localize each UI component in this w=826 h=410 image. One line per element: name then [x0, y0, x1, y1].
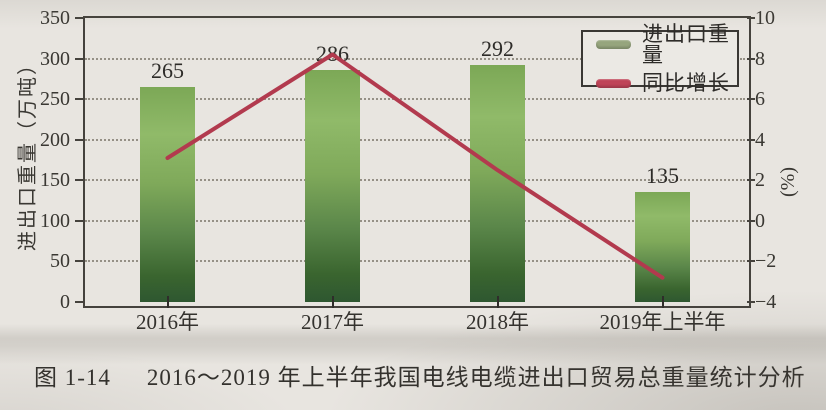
left-axis-tick [75, 260, 83, 263]
right-axis-tick-label: 2 [755, 169, 765, 192]
x-axis-tick [331, 296, 334, 308]
left-axis-tick-label: 150 [40, 169, 70, 192]
legend-bar-swatch-icon [596, 40, 631, 49]
bar [635, 192, 690, 302]
right-axis-tick-label: 0 [755, 209, 765, 232]
left-axis-tick-label: 350 [40, 7, 70, 29]
left-axis-tick [75, 57, 83, 60]
legend-bar-label: 进出口重量 [642, 21, 730, 67]
legend-entry-line: 同比增长 [596, 70, 737, 95]
left-axis-tick-label: 0 [60, 291, 70, 313]
left-axis-tick [75, 98, 83, 101]
figure-caption: 图 1-14 2016～2019 年上半年我国电线电缆进出口贸易总重量统计分析 [34, 358, 806, 392]
right-axis-tick [747, 98, 755, 101]
right-axis-tick [747, 179, 755, 182]
legend-line-label: 同比增长 [642, 70, 730, 95]
left-axis-tick-label: 300 [40, 47, 70, 70]
right-axis-tick [747, 138, 755, 141]
figure-caption-number: 图 1-14 [34, 365, 111, 390]
right-axis-tick [747, 17, 755, 19]
x-axis-tick [496, 296, 499, 308]
x-axis-label: 2019年上半年 [599, 310, 726, 334]
figure-caption-text: 2016～2019 年上半年我国电线电缆进出口贸易总重量统计分析 [146, 365, 806, 390]
x-axis-tick [166, 296, 169, 308]
x-axis-label: 2017年 [301, 310, 364, 334]
left-axis-tick [75, 17, 83, 19]
right-axis-tick-label: 8 [755, 47, 765, 70]
x-axis-label: 2016年 [136, 310, 199, 334]
bar [470, 65, 525, 302]
bar-value-label: 286 [316, 40, 349, 66]
right-axis-title: (%) [777, 167, 799, 197]
bar-value-label: 292 [481, 36, 514, 62]
left-axis-tick [75, 138, 83, 141]
bar [140, 86, 195, 302]
left-axis-tick-label: 250 [40, 88, 70, 111]
right-axis-tick [747, 301, 755, 303]
right-axis-tick-label: −2 [755, 250, 777, 273]
right-axis-tick-label: 10 [755, 7, 775, 29]
x-axis-tick [661, 296, 664, 308]
right-axis-tick-label: 6 [755, 88, 765, 111]
bar [305, 69, 360, 302]
bar-value-label: 265 [151, 57, 184, 83]
left-axis-tick-label: 50 [50, 250, 70, 273]
left-axis-tick [75, 301, 83, 303]
x-axis-label: 2018年 [466, 310, 529, 334]
left-axis-tick-label: 100 [40, 209, 70, 232]
left-axis-tick-label: 200 [40, 128, 70, 151]
right-axis-tick [747, 260, 755, 263]
right-axis-tick-label: −4 [755, 291, 777, 313]
right-axis-tick-label: 4 [755, 128, 765, 151]
left-axis-tick [75, 219, 83, 222]
left-axis-tick [75, 179, 83, 182]
left-axis-title: 进出口重量（万吨） [17, 53, 39, 251]
bar-value-label: 135 [646, 163, 679, 189]
legend-box: 进出口重量 同比增长 [581, 23, 739, 93]
right-axis-tick [747, 57, 755, 60]
right-axis-tick [747, 219, 755, 222]
legend-entry-bars: 进出口重量 [596, 21, 737, 67]
legend-line-swatch-icon [596, 78, 631, 88]
